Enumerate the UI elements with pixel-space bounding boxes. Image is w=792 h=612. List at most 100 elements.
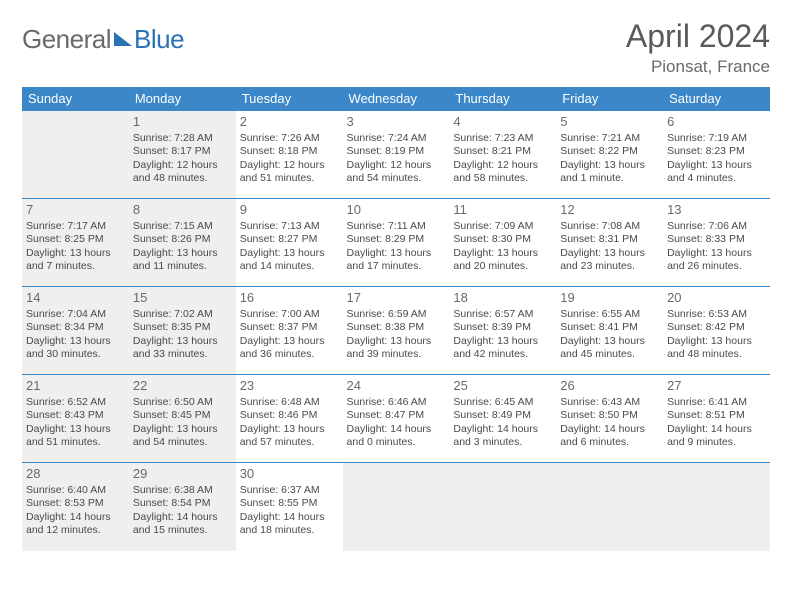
day-cell: 10Sunrise: 7:11 AMSunset: 8:29 PMDayligh… xyxy=(343,199,450,287)
day-number: 7 xyxy=(26,202,125,219)
title-block: April 2024 Pionsat, France xyxy=(626,18,770,77)
daylight-text: Daylight: 13 hours and 51 minutes. xyxy=(26,423,125,450)
sunset-text: Sunset: 8:47 PM xyxy=(347,409,446,422)
daylight-text: Daylight: 13 hours and 7 minutes. xyxy=(26,247,125,274)
day-cell: 20Sunrise: 6:53 AMSunset: 8:42 PMDayligh… xyxy=(663,287,770,375)
sunrise-text: Sunrise: 7:04 AM xyxy=(26,308,125,321)
daylight-text: Daylight: 13 hours and 39 minutes. xyxy=(347,335,446,362)
sunset-text: Sunset: 8:51 PM xyxy=(667,409,766,422)
daylight-text: Daylight: 13 hours and 11 minutes. xyxy=(133,247,232,274)
logo: General Blue xyxy=(22,24,184,55)
empty-cell xyxy=(663,463,770,551)
sunset-text: Sunset: 8:41 PM xyxy=(560,321,659,334)
day-number: 28 xyxy=(26,466,125,483)
sunset-text: Sunset: 8:26 PM xyxy=(133,233,232,246)
sunrise-text: Sunrise: 7:02 AM xyxy=(133,308,232,321)
sunset-text: Sunset: 8:18 PM xyxy=(240,145,339,158)
daylight-text: Daylight: 12 hours and 48 minutes. xyxy=(133,159,232,186)
sunrise-text: Sunrise: 7:19 AM xyxy=(667,132,766,145)
weekday-header: Saturday xyxy=(663,87,770,111)
empty-cell xyxy=(556,463,663,551)
day-number: 27 xyxy=(667,378,766,395)
calendar-week-row: 21Sunrise: 6:52 AMSunset: 8:43 PMDayligh… xyxy=(22,375,770,463)
sunset-text: Sunset: 8:37 PM xyxy=(240,321,339,334)
day-cell: 17Sunrise: 6:59 AMSunset: 8:38 PMDayligh… xyxy=(343,287,450,375)
day-cell: 11Sunrise: 7:09 AMSunset: 8:30 PMDayligh… xyxy=(449,199,556,287)
sunset-text: Sunset: 8:35 PM xyxy=(133,321,232,334)
sunset-text: Sunset: 8:31 PM xyxy=(560,233,659,246)
logo-triangle-icon xyxy=(114,32,132,46)
weekday-header: Sunday xyxy=(22,87,129,111)
calendar-page: General Blue April 2024 Pionsat, France … xyxy=(0,0,792,561)
calendar-week-row: 14Sunrise: 7:04 AMSunset: 8:34 PMDayligh… xyxy=(22,287,770,375)
sunset-text: Sunset: 8:42 PM xyxy=(667,321,766,334)
sunset-text: Sunset: 8:38 PM xyxy=(347,321,446,334)
daylight-text: Daylight: 13 hours and 33 minutes. xyxy=(133,335,232,362)
day-number: 17 xyxy=(347,290,446,307)
logo-text-general: General xyxy=(22,24,111,55)
empty-cell xyxy=(343,463,450,551)
day-number: 5 xyxy=(560,114,659,131)
day-number: 6 xyxy=(667,114,766,131)
sunrise-text: Sunrise: 6:43 AM xyxy=(560,396,659,409)
calendar-table: SundayMondayTuesdayWednesdayThursdayFrid… xyxy=(22,87,770,551)
sunrise-text: Sunrise: 6:50 AM xyxy=(133,396,232,409)
daylight-text: Daylight: 13 hours and 1 minute. xyxy=(560,159,659,186)
sunrise-text: Sunrise: 7:08 AM xyxy=(560,220,659,233)
day-cell: 9Sunrise: 7:13 AMSunset: 8:27 PMDaylight… xyxy=(236,199,343,287)
daylight-text: Daylight: 14 hours and 12 minutes. xyxy=(26,511,125,538)
day-number: 29 xyxy=(133,466,232,483)
weekday-header: Tuesday xyxy=(236,87,343,111)
daylight-text: Daylight: 13 hours and 57 minutes. xyxy=(240,423,339,450)
day-number: 16 xyxy=(240,290,339,307)
calendar-week-row: 28Sunrise: 6:40 AMSunset: 8:53 PMDayligh… xyxy=(22,463,770,551)
day-cell: 13Sunrise: 7:06 AMSunset: 8:33 PMDayligh… xyxy=(663,199,770,287)
day-number: 10 xyxy=(347,202,446,219)
sunset-text: Sunset: 8:55 PM xyxy=(240,497,339,510)
sunrise-text: Sunrise: 6:57 AM xyxy=(453,308,552,321)
day-number: 26 xyxy=(560,378,659,395)
daylight-text: Daylight: 12 hours and 51 minutes. xyxy=(240,159,339,186)
day-cell: 2Sunrise: 7:26 AMSunset: 8:18 PMDaylight… xyxy=(236,111,343,199)
sunrise-text: Sunrise: 7:26 AM xyxy=(240,132,339,145)
day-cell: 25Sunrise: 6:45 AMSunset: 8:49 PMDayligh… xyxy=(449,375,556,463)
day-number: 11 xyxy=(453,202,552,219)
sunset-text: Sunset: 8:33 PM xyxy=(667,233,766,246)
day-number: 24 xyxy=(347,378,446,395)
day-number: 3 xyxy=(347,114,446,131)
daylight-text: Daylight: 13 hours and 36 minutes. xyxy=(240,335,339,362)
weekday-row: SundayMondayTuesdayWednesdayThursdayFrid… xyxy=(22,87,770,111)
day-number: 23 xyxy=(240,378,339,395)
daylight-text: Daylight: 12 hours and 54 minutes. xyxy=(347,159,446,186)
sunrise-text: Sunrise: 7:06 AM xyxy=(667,220,766,233)
day-number: 21 xyxy=(26,378,125,395)
day-cell: 5Sunrise: 7:21 AMSunset: 8:22 PMDaylight… xyxy=(556,111,663,199)
sunrise-text: Sunrise: 6:37 AM xyxy=(240,484,339,497)
sunrise-text: Sunrise: 7:13 AM xyxy=(240,220,339,233)
sunrise-text: Sunrise: 7:17 AM xyxy=(26,220,125,233)
sunset-text: Sunset: 8:46 PM xyxy=(240,409,339,422)
calendar-head: SundayMondayTuesdayWednesdayThursdayFrid… xyxy=(22,87,770,111)
sunrise-text: Sunrise: 6:55 AM xyxy=(560,308,659,321)
sunrise-text: Sunrise: 7:24 AM xyxy=(347,132,446,145)
daylight-text: Daylight: 13 hours and 48 minutes. xyxy=(667,335,766,362)
empty-cell xyxy=(22,111,129,199)
day-number: 30 xyxy=(240,466,339,483)
sunrise-text: Sunrise: 7:21 AM xyxy=(560,132,659,145)
daylight-text: Daylight: 13 hours and 20 minutes. xyxy=(453,247,552,274)
day-cell: 7Sunrise: 7:17 AMSunset: 8:25 PMDaylight… xyxy=(22,199,129,287)
sunset-text: Sunset: 8:23 PM xyxy=(667,145,766,158)
day-cell: 8Sunrise: 7:15 AMSunset: 8:26 PMDaylight… xyxy=(129,199,236,287)
sunrise-text: Sunrise: 7:09 AM xyxy=(453,220,552,233)
day-cell: 1Sunrise: 7:28 AMSunset: 8:17 PMDaylight… xyxy=(129,111,236,199)
weekday-header: Monday xyxy=(129,87,236,111)
daylight-text: Daylight: 14 hours and 6 minutes. xyxy=(560,423,659,450)
day-number: 14 xyxy=(26,290,125,307)
daylight-text: Daylight: 14 hours and 0 minutes. xyxy=(347,423,446,450)
month-title: April 2024 xyxy=(626,18,770,55)
sunrise-text: Sunrise: 6:48 AM xyxy=(240,396,339,409)
sunset-text: Sunset: 8:39 PM xyxy=(453,321,552,334)
sunrise-text: Sunrise: 6:59 AM xyxy=(347,308,446,321)
sunrise-text: Sunrise: 7:28 AM xyxy=(133,132,232,145)
sunrise-text: Sunrise: 6:40 AM xyxy=(26,484,125,497)
